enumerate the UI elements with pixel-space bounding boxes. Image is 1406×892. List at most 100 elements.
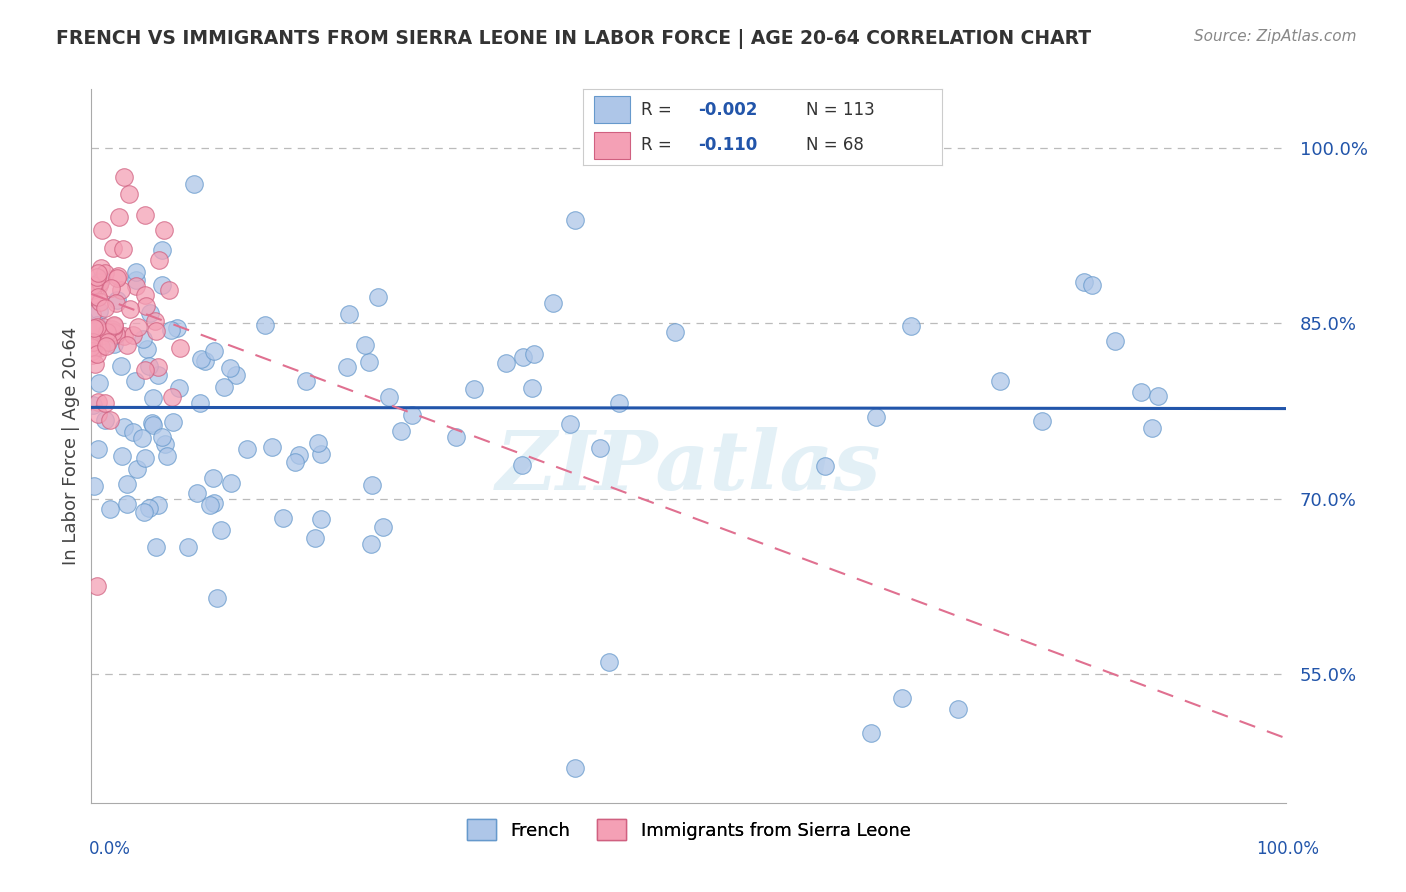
Point xyxy=(87,442,110,456)
Point xyxy=(287,448,309,462)
Point xyxy=(1031,414,1053,428)
Point xyxy=(194,353,217,368)
Point xyxy=(814,458,837,473)
Point xyxy=(94,301,117,315)
Point xyxy=(510,458,533,472)
Point xyxy=(336,360,359,375)
Point xyxy=(495,356,517,370)
Point xyxy=(115,497,138,511)
Point xyxy=(221,476,243,491)
Point xyxy=(117,477,139,491)
Point xyxy=(124,374,146,388)
Point xyxy=(82,278,104,293)
Point xyxy=(138,359,160,374)
Y-axis label: In Labor Force | Age 20-64: In Labor Force | Age 20-64 xyxy=(62,326,80,566)
Point xyxy=(110,283,132,297)
Point xyxy=(190,351,212,366)
Point xyxy=(145,314,167,328)
Point xyxy=(94,413,117,427)
Point xyxy=(110,359,132,373)
Point xyxy=(86,579,108,593)
Point xyxy=(97,334,120,349)
Point xyxy=(142,417,165,432)
Text: N = 113: N = 113 xyxy=(806,101,875,119)
Point xyxy=(83,357,105,371)
Point xyxy=(150,430,173,444)
Point xyxy=(82,335,104,350)
Point xyxy=(127,320,149,334)
Point xyxy=(260,440,283,454)
Text: R =: R = xyxy=(641,101,676,119)
Point xyxy=(122,328,145,343)
Point xyxy=(89,294,111,309)
Point xyxy=(139,306,162,320)
Point xyxy=(132,505,155,519)
Point xyxy=(512,350,534,364)
Point xyxy=(87,394,110,409)
Point xyxy=(463,382,485,396)
Point xyxy=(90,261,112,276)
Point xyxy=(117,338,139,352)
Point xyxy=(564,761,586,775)
Point xyxy=(80,283,103,297)
Point xyxy=(166,321,188,335)
Point xyxy=(87,278,110,293)
Point xyxy=(83,320,105,334)
Point xyxy=(859,725,882,739)
Point xyxy=(135,299,157,313)
FancyBboxPatch shape xyxy=(595,132,630,159)
Point xyxy=(105,295,128,310)
Point xyxy=(90,329,112,343)
Point xyxy=(209,523,232,537)
Point xyxy=(865,410,887,425)
Point xyxy=(664,325,686,339)
Point xyxy=(86,318,108,333)
Point xyxy=(86,266,108,280)
Point xyxy=(100,281,122,295)
Point xyxy=(1104,334,1126,348)
Point xyxy=(82,341,104,355)
Point xyxy=(112,169,135,184)
Point xyxy=(156,449,179,463)
Point xyxy=(183,177,205,191)
Point xyxy=(101,325,124,339)
Point xyxy=(273,511,295,525)
Point xyxy=(118,187,141,202)
Point xyxy=(188,396,211,410)
Point xyxy=(160,390,183,404)
Point xyxy=(378,390,401,404)
Point xyxy=(205,591,228,606)
Point xyxy=(202,496,225,510)
Text: 100.0%: 100.0% xyxy=(1256,840,1319,858)
Point xyxy=(1129,384,1152,399)
Point xyxy=(111,449,134,463)
Point xyxy=(162,415,184,429)
Point xyxy=(131,332,153,346)
Point xyxy=(389,424,412,438)
Point xyxy=(148,359,170,374)
Point xyxy=(82,307,104,321)
Point xyxy=(80,341,103,355)
Point xyxy=(354,338,377,352)
Point xyxy=(152,278,174,293)
Point xyxy=(83,478,105,492)
Point xyxy=(87,407,110,421)
Point xyxy=(169,341,191,355)
Point xyxy=(890,690,912,705)
Point xyxy=(87,290,110,304)
Point xyxy=(104,326,127,341)
Point xyxy=(146,368,169,382)
Text: -0.110: -0.110 xyxy=(699,136,758,153)
Point xyxy=(1147,389,1170,403)
Point xyxy=(167,381,190,395)
Point xyxy=(155,437,177,451)
Text: R =: R = xyxy=(641,136,676,153)
Point xyxy=(96,325,118,339)
Point xyxy=(112,329,135,343)
Text: FRENCH VS IMMIGRANTS FROM SIERRA LEONE IN LABOR FORCE | AGE 20-64 CORRELATION CH: FRENCH VS IMMIGRANTS FROM SIERRA LEONE I… xyxy=(56,29,1091,48)
Text: 0.0%: 0.0% xyxy=(89,840,131,858)
Point xyxy=(988,375,1011,389)
Point xyxy=(946,702,969,716)
Point xyxy=(134,288,156,302)
Point xyxy=(284,455,307,469)
